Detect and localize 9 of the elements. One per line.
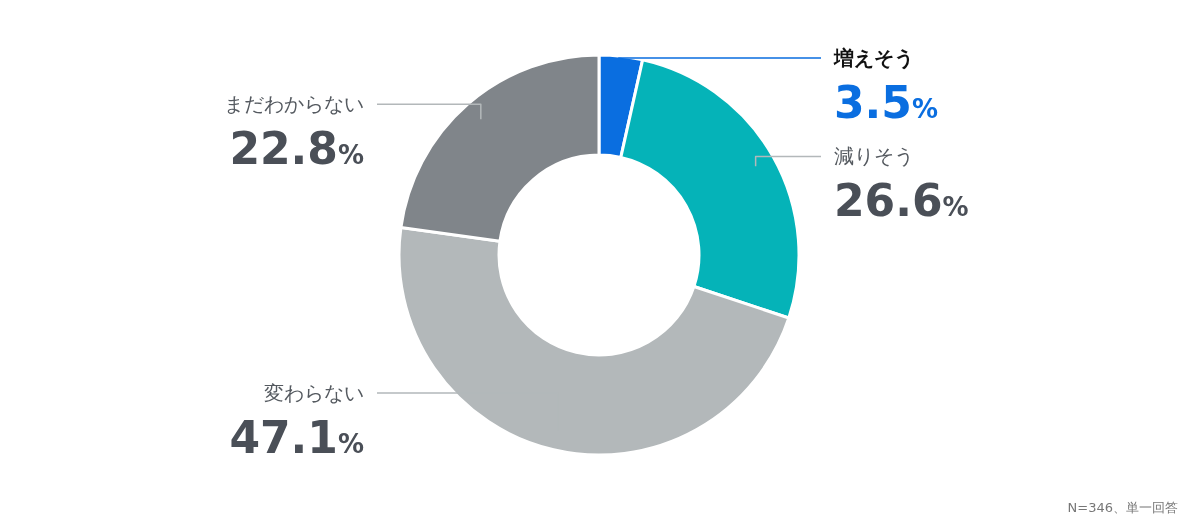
slice-label: 減りそう bbox=[834, 144, 914, 169]
text: N=346、単一回答 bbox=[1067, 499, 1178, 517]
slice-label: まだわからない bbox=[224, 92, 364, 117]
data-label: 22.8% bbox=[229, 123, 364, 175]
data-label: 3.5% bbox=[834, 77, 939, 128]
slice-label: 変わらない bbox=[264, 381, 364, 405]
slice-label: 増えそう bbox=[833, 46, 914, 70]
data-label: 26.6% bbox=[834, 175, 969, 227]
data-label: 47.1% bbox=[229, 412, 364, 463]
